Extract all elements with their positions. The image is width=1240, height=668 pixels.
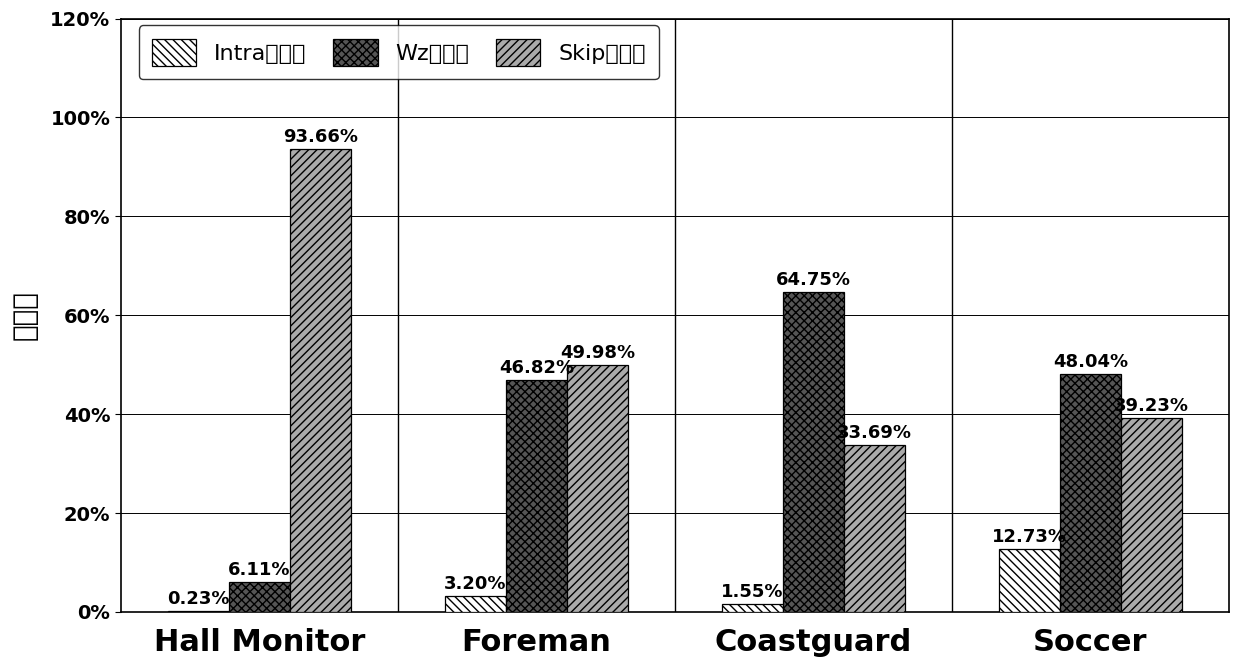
Bar — [843, 446, 905, 612]
Text: 0.23%: 0.23% — [167, 590, 229, 608]
Bar — [506, 381, 567, 612]
Bar — [167, 611, 229, 612]
Text: 33.69%: 33.69% — [837, 424, 911, 442]
Text: 46.82%: 46.82% — [498, 359, 574, 377]
Bar — [782, 292, 843, 612]
Text: 12.73%: 12.73% — [992, 528, 1066, 546]
Text: 39.23%: 39.23% — [1114, 397, 1189, 415]
Bar — [567, 365, 627, 612]
Text: 6.11%: 6.11% — [228, 560, 290, 578]
Text: 48.04%: 48.04% — [1053, 353, 1128, 371]
Bar — [290, 149, 351, 612]
Y-axis label: 百分比: 百分比 — [11, 291, 40, 340]
Text: 64.75%: 64.75% — [776, 271, 851, 289]
Bar — [999, 549, 1060, 612]
Legend: Intra块个数, Wz块个数, Skip块个数: Intra块个数, Wz块个数, Skip块个数 — [139, 25, 658, 79]
Bar — [229, 582, 290, 612]
Bar — [722, 605, 782, 612]
Bar — [1060, 374, 1121, 612]
Text: 49.98%: 49.98% — [559, 344, 635, 362]
Text: 3.20%: 3.20% — [444, 575, 507, 593]
Bar — [1121, 418, 1182, 612]
Text: 1.55%: 1.55% — [722, 583, 784, 601]
Text: 93.66%: 93.66% — [283, 128, 357, 146]
Bar — [445, 596, 506, 612]
